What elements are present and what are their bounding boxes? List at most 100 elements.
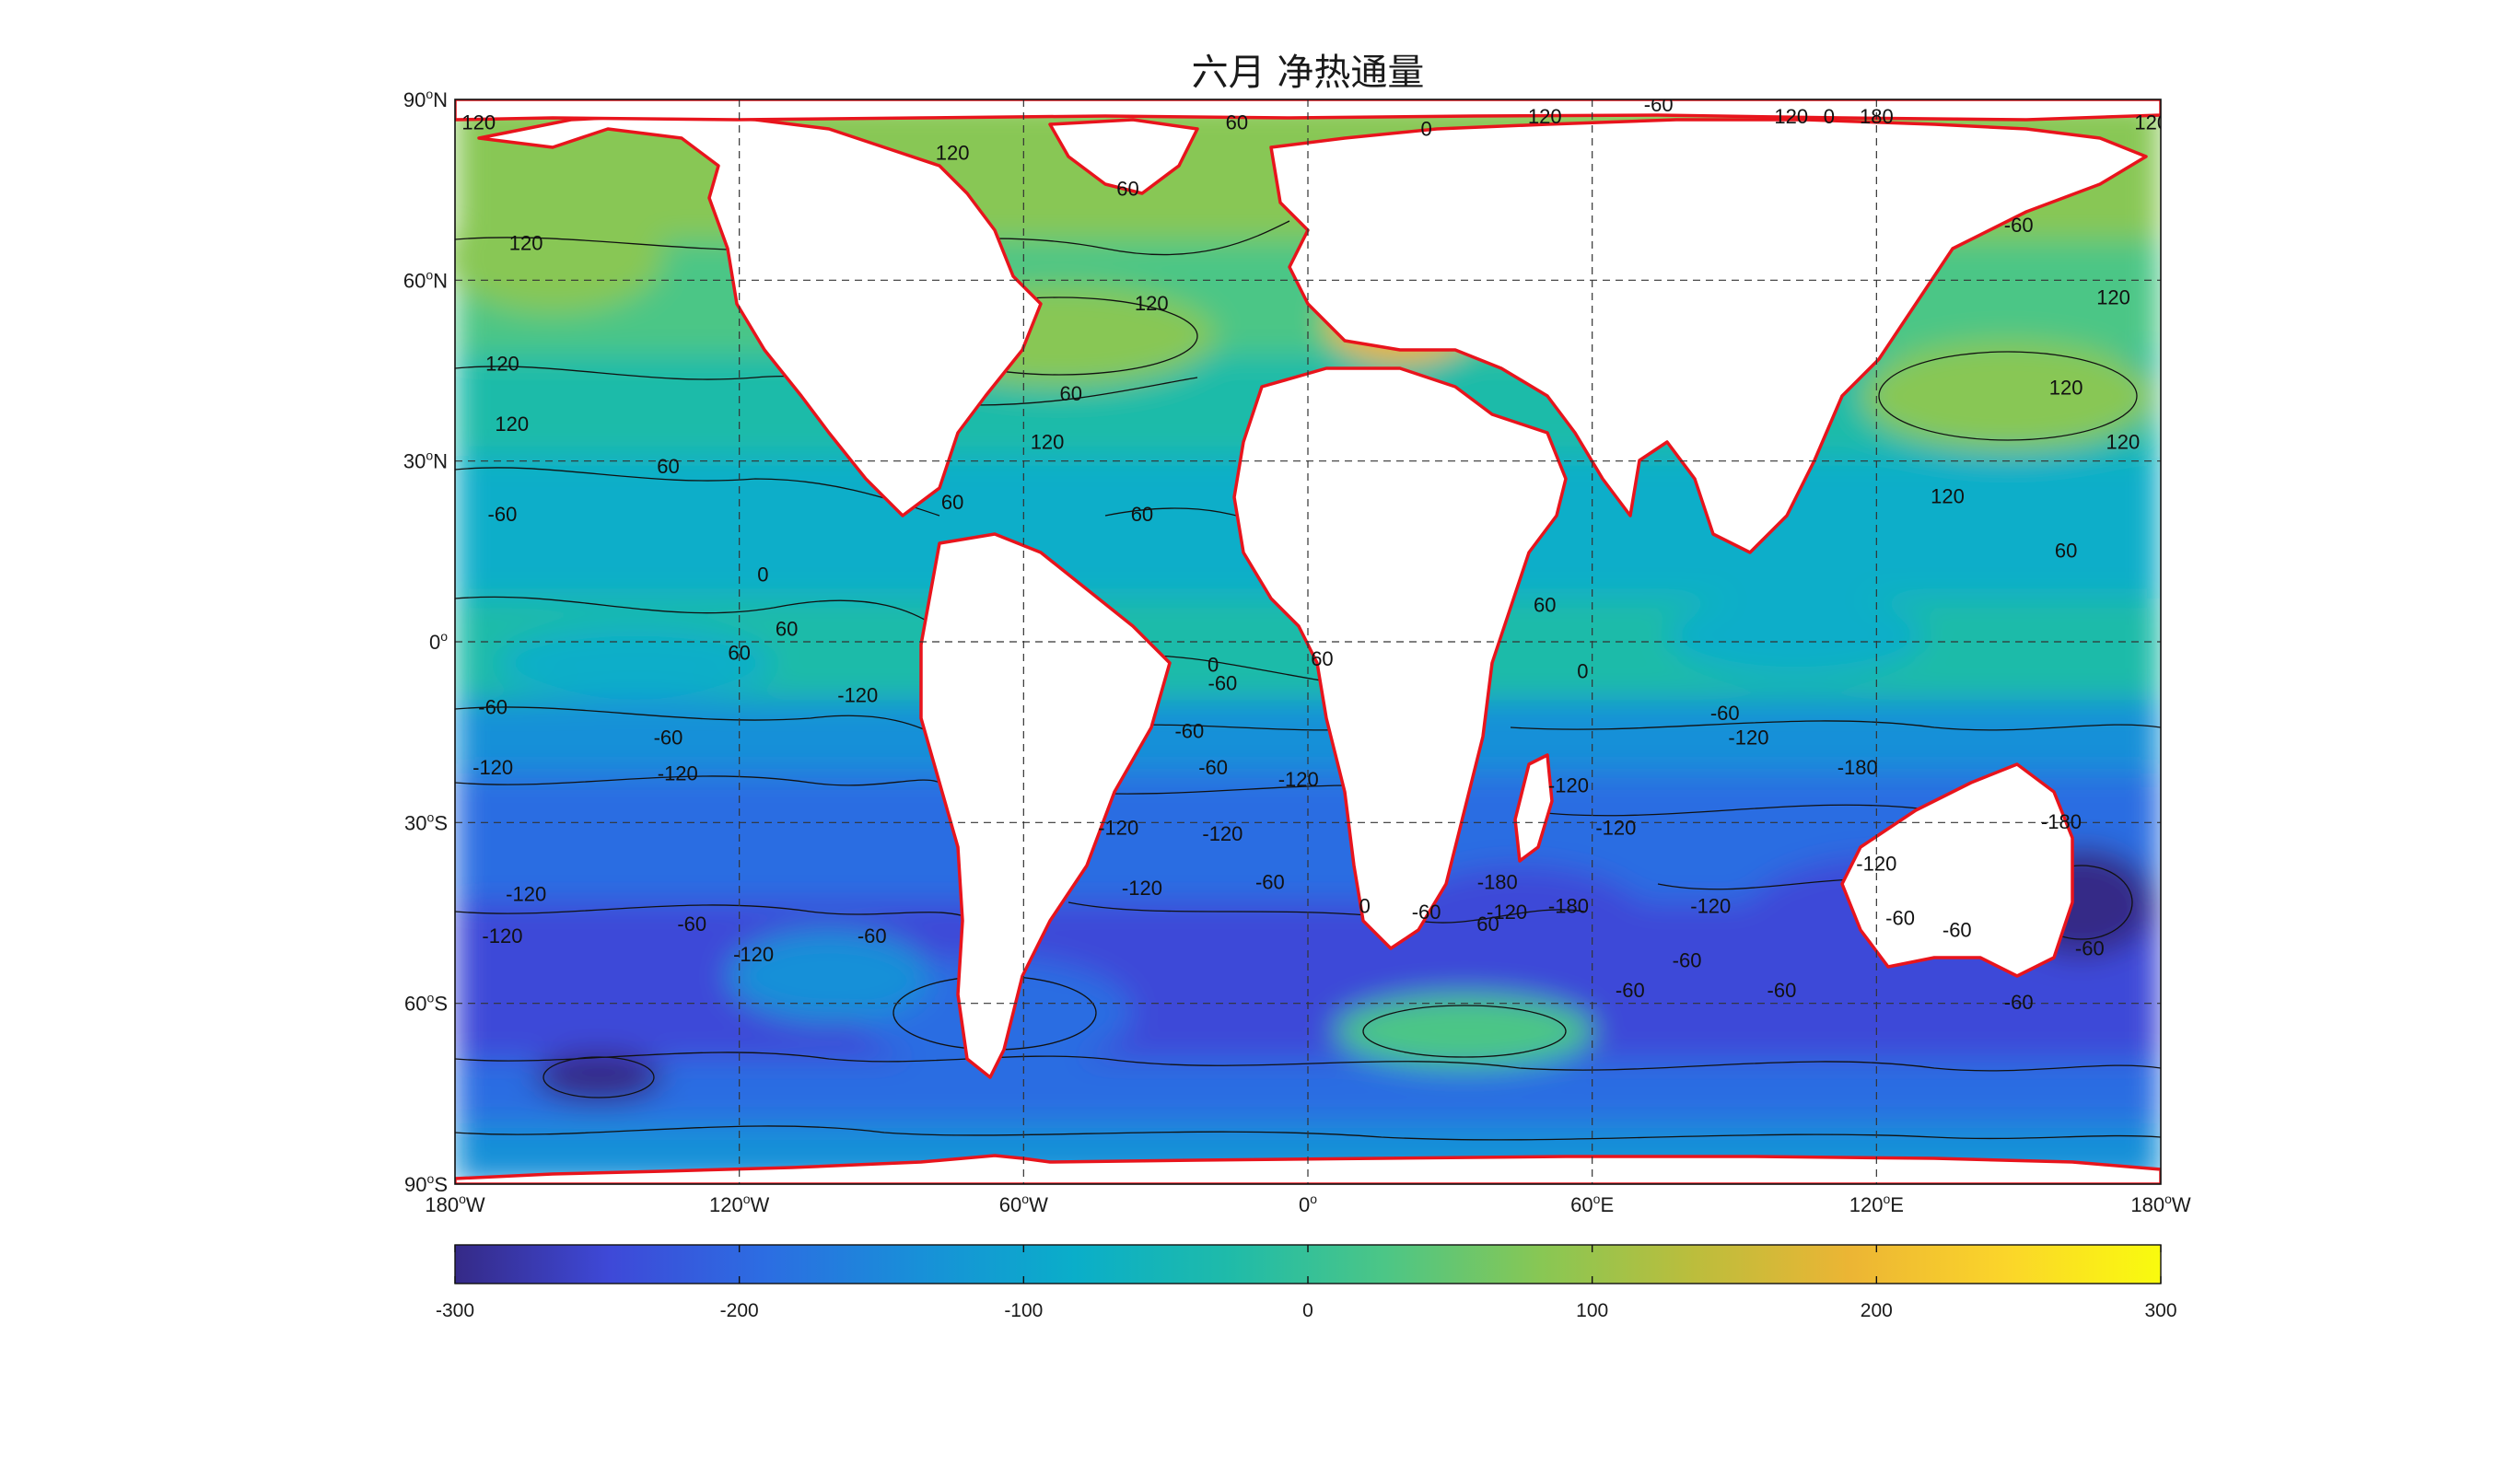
degree-symbol: o bbox=[427, 991, 435, 1005]
contour-label: -60 bbox=[858, 924, 887, 947]
lon-hemisphere: W bbox=[466, 1193, 485, 1216]
contour-label: -120 bbox=[1595, 816, 1636, 839]
degree-symbol: o bbox=[1593, 1191, 1601, 1206]
degree-symbol: o bbox=[426, 448, 433, 463]
lat-tick-value: 30 bbox=[403, 450, 426, 473]
lon-hemisphere: W bbox=[1029, 1193, 1048, 1216]
contour-label: -60 bbox=[1885, 907, 1915, 930]
lon-tick-value: 60 bbox=[1570, 1193, 1592, 1216]
arctic-islands bbox=[455, 99, 2161, 122]
contour-label: -60 bbox=[1174, 720, 1204, 743]
lon-hemisphere: W bbox=[2172, 1193, 2191, 1216]
contour-label: 120 bbox=[1528, 105, 1562, 128]
contour-label: -120 bbox=[506, 882, 546, 905]
contour-label: -60 bbox=[1208, 671, 1238, 694]
colorbar: -300 -200 -100 0 100 200 300 bbox=[436, 1244, 2177, 1321]
colorbar-ticks: -300 -200 -100 0 100 200 300 bbox=[436, 1245, 2177, 1321]
contour-label: -120 bbox=[1856, 853, 1896, 876]
contour-label: -60 bbox=[2004, 991, 2034, 1014]
australia bbox=[1840, 762, 2074, 978]
contour-label: -120 bbox=[472, 756, 513, 779]
chart-title: 六月 净热通量 bbox=[1192, 52, 1425, 94]
madagascar bbox=[1513, 753, 1554, 863]
lon-tick-label: 60oW bbox=[999, 1191, 1048, 1216]
contour-label: -120 bbox=[1728, 726, 1768, 749]
eurasia bbox=[1269, 118, 2148, 554]
lon-tick-labels: 180oW 120oW 60oW 0o 60oE 120oE 180oW bbox=[425, 1191, 2191, 1216]
degree-symbol: o bbox=[1021, 1191, 1029, 1206]
lat-tick-label: 30oS bbox=[404, 809, 448, 834]
contour-label: -60 bbox=[1198, 756, 1228, 779]
lat-hemisphere: S bbox=[434, 993, 448, 1016]
degree-symbol: o bbox=[440, 629, 448, 644]
lat-hemisphere: N bbox=[433, 450, 448, 473]
lat-hemisphere: S bbox=[434, 1173, 448, 1196]
contour-label: 60 bbox=[2055, 539, 2077, 562]
contour-label: 120 bbox=[1774, 105, 1808, 128]
lon-tick-label: 0o bbox=[1299, 1191, 1317, 1216]
lat-tick-label: 90oN bbox=[403, 87, 448, 111]
contour-label: -120 bbox=[733, 943, 774, 966]
contour-label: -60 bbox=[1616, 979, 1645, 1002]
contour-label: -120 bbox=[482, 924, 522, 947]
contour-label: 60 bbox=[941, 491, 963, 514]
lat-tick-label: 90oS bbox=[404, 1171, 448, 1196]
contour-label: -60 bbox=[1768, 979, 1797, 1002]
north-america bbox=[477, 113, 1043, 517]
contour-label: 120 bbox=[509, 232, 543, 255]
lat-hemisphere: S bbox=[434, 811, 448, 834]
contour-label: 120 bbox=[2134, 111, 2168, 134]
lat-tick-label: 60oS bbox=[404, 991, 448, 1016]
lat-tick-value: 90 bbox=[404, 1173, 426, 1196]
contour-label: -180 bbox=[2041, 810, 2082, 833]
contour-label: -120 bbox=[1202, 822, 1242, 845]
contour-label: -180 bbox=[1838, 756, 1878, 779]
colorbar-tick-label: -200 bbox=[720, 1300, 759, 1321]
contour-label: 120 bbox=[2096, 286, 2130, 309]
lon-tick-value: 60 bbox=[999, 1193, 1021, 1216]
contour-label: 60 bbox=[1226, 111, 1248, 134]
map-panel: 120 120 120 120 60 -60 0 -60 -60 -120 -120 -120 -120… bbox=[455, 99, 2168, 1184]
colorbar-tick-label: 200 bbox=[1861, 1300, 1893, 1321]
lat-tick-label: 30oN bbox=[403, 448, 448, 473]
contour-label: 0 bbox=[1359, 895, 1371, 918]
lon-tick-label: 120oE bbox=[1849, 1191, 1904, 1216]
contour-label: 120 bbox=[461, 111, 496, 134]
contour-label: -60 bbox=[654, 726, 683, 749]
degree-symbol: o bbox=[427, 809, 435, 824]
lat-hemisphere: N bbox=[433, 88, 448, 111]
contour-label: 60 bbox=[1476, 912, 1499, 936]
contour-label: -120 bbox=[837, 683, 878, 706]
contour-label: 60 bbox=[1534, 593, 1556, 616]
contour-label: 60 bbox=[776, 617, 798, 640]
lon-tick-value: 180 bbox=[425, 1193, 459, 1216]
contour-label: -180 bbox=[1477, 870, 1518, 893]
degree-symbol: o bbox=[426, 267, 433, 282]
graticule bbox=[455, 99, 2161, 1184]
lon-tick-value: 120 bbox=[709, 1193, 743, 1216]
degree-symbol: o bbox=[2164, 1191, 2172, 1206]
contour-label: 120 bbox=[936, 141, 970, 164]
contour-label: -60 bbox=[2004, 214, 2034, 237]
south-america bbox=[919, 532, 1172, 1079]
contour-label: -60 bbox=[1942, 919, 1972, 942]
contour-label: -120 bbox=[1690, 895, 1731, 918]
contour-labels: 120 120 120 120 60 -60 0 -60 -60 -120 -120 -120 -120… bbox=[461, 99, 2168, 1014]
contour-label: 60 bbox=[728, 642, 750, 665]
lat-tick-value: 60 bbox=[403, 269, 426, 292]
contour-label: -180 bbox=[1548, 895, 1589, 918]
contour-label: -60 bbox=[1412, 901, 1441, 924]
africa bbox=[1232, 366, 1568, 950]
contour-label: -60 bbox=[2075, 936, 2105, 959]
contour-label: 60 bbox=[1060, 382, 1082, 405]
contour-label: 60 bbox=[1311, 647, 1333, 670]
degree-symbol: o bbox=[1883, 1191, 1890, 1206]
contour-label: -60 bbox=[1255, 870, 1285, 893]
contour-label: -120 bbox=[1098, 816, 1138, 839]
lon-hemisphere: W bbox=[751, 1193, 770, 1216]
degree-symbol: o bbox=[426, 87, 433, 101]
contour-label: 0 bbox=[1824, 105, 1835, 128]
contour-label: -120 bbox=[1122, 877, 1162, 900]
contour-label: 120 bbox=[495, 413, 529, 436]
